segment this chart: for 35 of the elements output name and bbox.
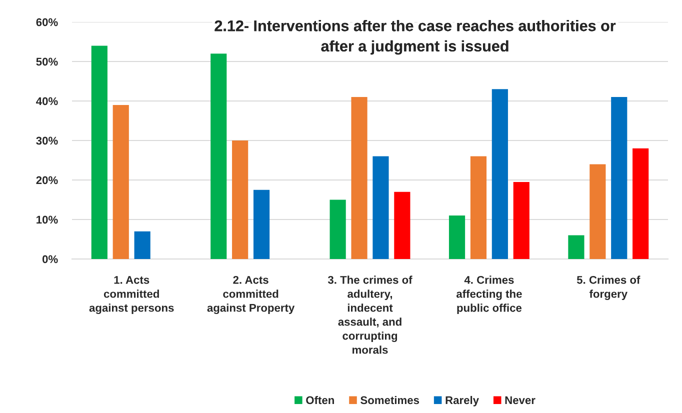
bar: [91, 46, 108, 259]
bar: [253, 190, 270, 259]
bar: [112, 104, 129, 259]
bar: [470, 156, 487, 259]
legend-label: Sometimes: [360, 396, 420, 404]
y-tick-label: 50%: [36, 58, 58, 66]
bar: [448, 216, 466, 259]
x-tick-label: 2. Acts committed against Property: [207, 276, 295, 314]
bar: [330, 200, 346, 259]
bar: [568, 235, 584, 259]
bar: [632, 148, 649, 259]
bar: [232, 140, 248, 259]
x-tick-label: 4. Crimes affecting the public office: [456, 276, 522, 314]
y-tick-label: 10%: [36, 216, 58, 224]
bar: [492, 89, 508, 259]
legend-label: Rarely: [446, 396, 479, 406]
text: 2.12- Interventions after the case reaches authorities or after a judgment is issued: [214, 20, 616, 55]
y-tick-label: 0%: [42, 255, 58, 264]
bar: [134, 231, 150, 259]
bar: [394, 192, 410, 259]
bar: [611, 97, 628, 259]
x-tick-label: 3. The crimes of adultery, indecent assault, and corrupting morals: [328, 276, 412, 354]
y-tick-label: 20%: [36, 176, 58, 184]
legend-label: Often: [306, 396, 334, 404]
x-tick-label: 1. Acts committed against persons: [89, 276, 174, 314]
bar: [351, 97, 368, 259]
y-tick-label: 40%: [36, 97, 58, 106]
bar: [372, 156, 389, 259]
legend-label: Never: [505, 396, 536, 404]
bar: [210, 54, 227, 259]
bar: [513, 182, 530, 259]
x-tick-label: 5. Crimes of forgery: [576, 276, 640, 300]
bar: [590, 164, 606, 259]
y-tick-label: 30%: [36, 136, 58, 145]
y-tick-label: 60%: [36, 18, 58, 26]
